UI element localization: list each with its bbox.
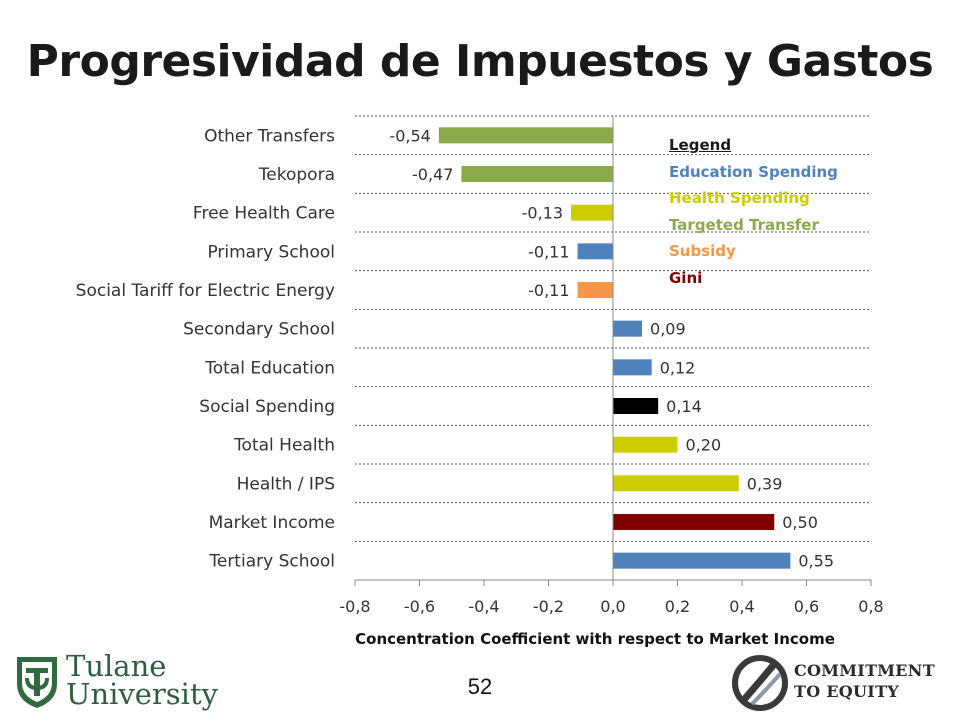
bar [613,552,791,569]
value-label: -0,54 [389,126,430,145]
value-label: 0,55 [798,552,834,571]
bar [613,359,652,376]
category-label: Tertiary School [208,552,335,572]
legend-header: Legend [669,136,732,154]
category-label: Tekopora [258,165,335,185]
value-label: 0,39 [747,474,783,493]
page-title: Progresividad de Impuestos y Gastos [26,36,934,87]
x-tick-label: 0,6 [794,597,819,616]
x-tick-label: 0,8 [858,597,883,616]
bar [571,204,613,221]
value-label: -0,47 [412,165,453,184]
legend-item-education: Education Spending [669,162,838,181]
cte-logo: COMMITMENT TO EQUITY [730,650,945,716]
x-axis-title: Concentration Coefficient with respect t… [355,630,835,648]
x-tick-label: 0,4 [729,597,754,616]
value-label: 0,12 [660,358,696,377]
bar [461,166,613,182]
category-label: Primary School [207,242,335,262]
tulane-shield-icon [17,657,57,708]
x-tick-label: -0,6 [404,597,435,616]
cte-line2: TO EQUITY [794,682,900,701]
legend-item-gini: Gini [669,268,703,287]
cte-wordmark: COMMITMENT TO EQUITY [794,660,935,702]
bar [613,436,678,453]
value-label: 0,20 [686,436,722,455]
legend-item-targeted-transfer: Targeted Transfer [669,215,819,234]
bar [613,398,659,414]
page-number: 52 [467,674,493,699]
tulane-line2: University [66,677,218,711]
legend-item-subsidy: Subsidy [669,242,736,260]
tulane-logo: Tulane University [14,652,218,712]
category-label: Social Tariff for Electric Energy [76,281,335,301]
chart-legend: Legend Education Spending Health Spendin… [669,132,838,291]
value-label: -0,13 [522,204,563,223]
bar [577,243,613,260]
cte-line1: COMMITMENT [794,661,935,680]
x-tick-label: -0,2 [533,597,564,616]
bar [613,514,775,530]
bar [613,320,643,337]
category-label: Secondary School [183,320,335,340]
bar [438,127,613,144]
x-tick-label: -0,4 [468,597,499,616]
category-label: Market Income [209,513,335,533]
value-label: -0,11 [528,281,569,300]
bar [613,475,739,492]
category-label: Total Health [233,436,335,456]
x-tick-label: 0,2 [665,597,690,616]
tulane-line1: Tulane [66,649,167,683]
legend-item-health: Health Spending [669,189,810,207]
category-label: Health / IPS [237,474,335,494]
category-label: Total Education [204,358,335,378]
x-tick-label: 0,0 [600,597,625,616]
bar [577,282,613,298]
value-label: 0,14 [666,397,702,416]
category-label: Social Spending [199,397,335,417]
category-label: Free Health Care [193,204,335,224]
cte-circle-icon [732,655,788,711]
value-label: 0,09 [650,320,686,339]
value-label: -0,11 [528,242,569,261]
value-label: 0,50 [782,513,818,532]
tulane-wordmark: Tulane University [66,649,218,711]
x-tick-label: -0,8 [339,597,370,616]
category-label: Other Transfers [204,126,335,146]
